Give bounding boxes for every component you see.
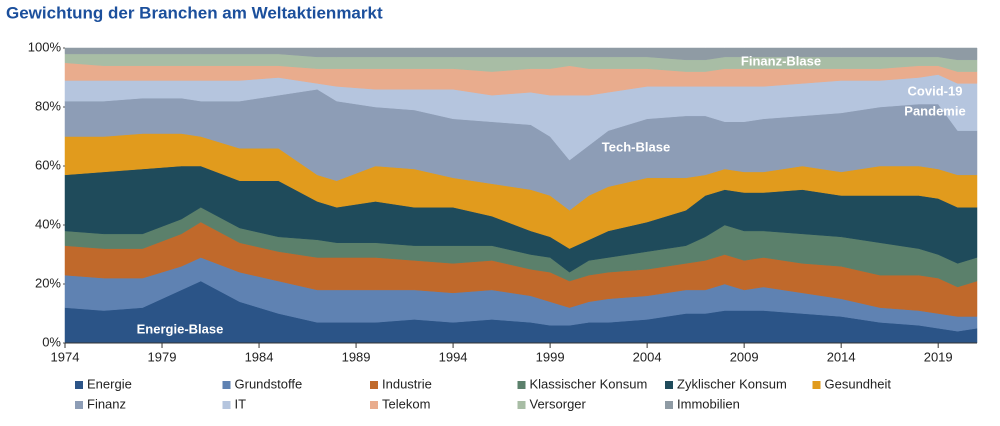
legend-swatch [370, 401, 378, 409]
y-tick-label: 60% [35, 157, 61, 172]
y-tick-label: 40% [35, 216, 61, 231]
x-tick-label: 1974 [51, 349, 80, 364]
x-tick-label: 2014 [827, 349, 856, 364]
area [64, 47, 978, 61]
legend-label: Finanz [87, 396, 126, 411]
chart-title: Gewichtung der Branchen am Weltaktienmar… [6, 3, 383, 22]
x-tick-label: 1994 [439, 349, 468, 364]
legend-swatch [665, 381, 673, 389]
legend-label: IT [235, 396, 247, 411]
legend-label: Immobilien [677, 396, 740, 411]
x-tick-label: 1999 [536, 349, 565, 364]
legend-swatch [517, 401, 526, 409]
legend-label: Energie [87, 376, 132, 391]
legend-swatch [517, 381, 526, 389]
annotation: Energie-Blase [137, 321, 224, 336]
legend-swatch [222, 401, 231, 409]
legend-swatch [75, 381, 83, 389]
legend-label: Telekom [382, 396, 430, 411]
y-tick-label: 20% [35, 275, 61, 290]
y-tick-label: 0% [42, 334, 61, 349]
annotation: Pandemie [904, 103, 965, 118]
x-tick-label: 1989 [342, 349, 371, 364]
x-tick-label: 2009 [730, 349, 759, 364]
y-tick-label: 100% [28, 39, 62, 54]
x-tick-label: 1979 [148, 349, 177, 364]
legend-label: Grundstoffe [235, 376, 303, 391]
x-tick-label: 2004 [633, 349, 662, 364]
x-tick-label: 1984 [245, 349, 274, 364]
x-tick-label: 2019 [924, 349, 953, 364]
legend-swatch [812, 381, 821, 389]
legend-swatch [370, 381, 378, 389]
legend-label: Zyklischer Konsum [677, 376, 787, 391]
legend-label: Versorger [530, 396, 587, 411]
annotation: Covid-19 [908, 83, 963, 98]
legend-label: Industrie [382, 376, 432, 391]
legend-swatch [222, 381, 231, 389]
annotation: Finanz-Blase [741, 53, 821, 68]
legend-label: Gesundheit [825, 376, 892, 391]
legend-swatch [665, 401, 673, 409]
legend-label: Klassischer Konsum [530, 376, 648, 391]
legend-swatch [75, 401, 83, 409]
y-tick-label: 80% [35, 98, 61, 113]
annotation: Tech-Blase [602, 139, 670, 154]
